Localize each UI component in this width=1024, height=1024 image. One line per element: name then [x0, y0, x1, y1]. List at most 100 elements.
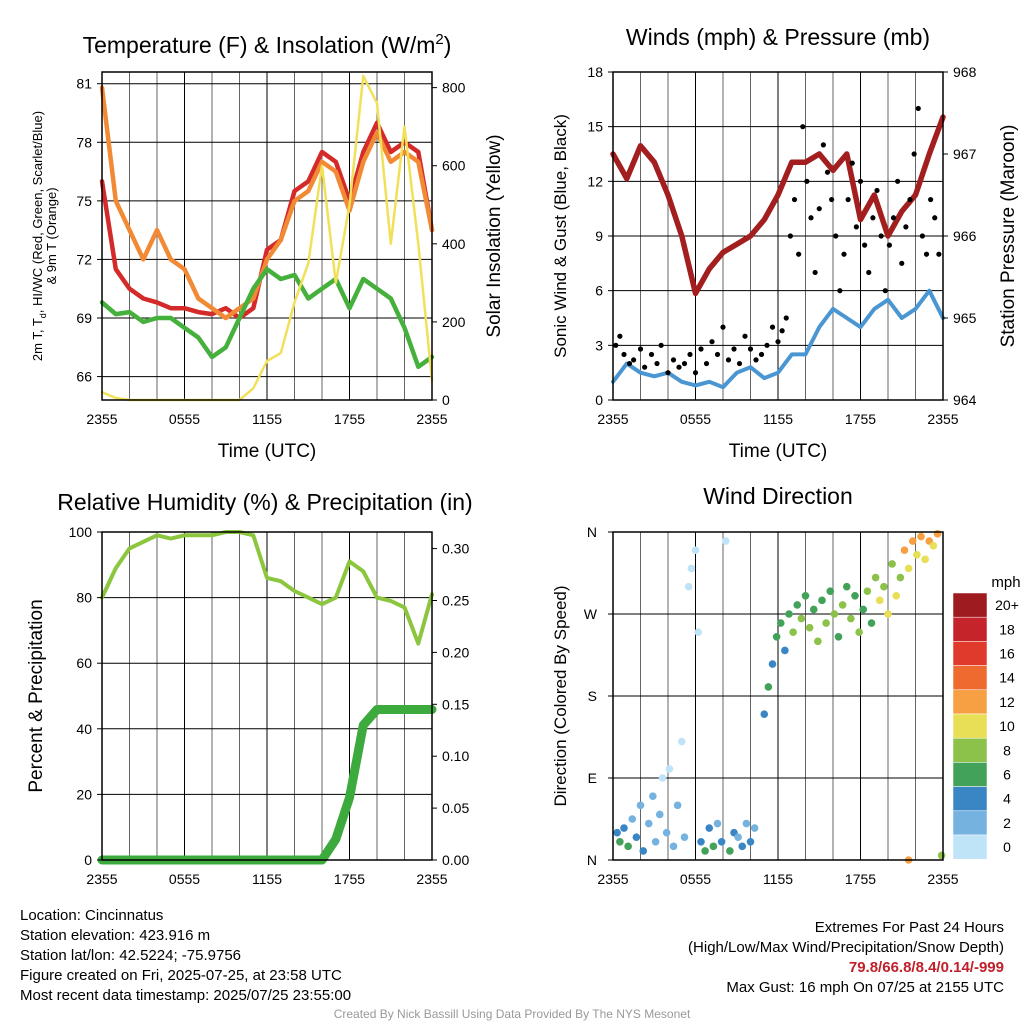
colorbar-swatch	[952, 616, 988, 642]
direction-point	[834, 632, 843, 641]
humidity-gridlines	[101, 531, 433, 861]
temperature-xlabel: Time (UTC)	[218, 441, 317, 462]
y2-tick-label: 0.25	[442, 593, 469, 609]
gust-point	[866, 269, 872, 276]
gust-point	[895, 178, 901, 184]
gust-point	[857, 178, 864, 184]
y2-tick-label: 0.00	[442, 852, 469, 868]
x-tick-label: 1755	[334, 871, 365, 887]
max-gust-text: Max Gust: 16 mph On 07/25 at 2155 UTC	[726, 979, 1004, 996]
direction-point	[908, 537, 917, 545]
direction-point	[851, 591, 859, 600]
direction-point	[772, 632, 781, 641]
x-tick-label: 1755	[845, 411, 876, 427]
gust-point	[617, 333, 623, 339]
gust-point	[928, 196, 934, 203]
direction-point	[632, 833, 641, 842]
colorbar-label: 12	[999, 694, 1015, 710]
direction-point	[649, 792, 657, 801]
humidity-title: Relative Humidity (%) & Precipitation (i…	[57, 489, 472, 515]
colorbar-swatch	[952, 713, 988, 739]
direction-point	[709, 842, 718, 851]
direction-point	[616, 837, 624, 846]
direction-point	[867, 619, 876, 627]
winds-tick-labels: 2355 0555 1155 1755 2355 0 3 6 9 12 15 18 964 965 966 9…	[587, 64, 976, 427]
gust-point	[758, 351, 765, 358]
direction-point	[904, 564, 913, 573]
y-tick-label: 78	[76, 134, 92, 150]
gust-point	[870, 215, 876, 221]
gust-point	[709, 339, 715, 345]
direction-point	[691, 546, 700, 555]
gust-point	[670, 357, 677, 363]
winds-gridlines	[612, 71, 944, 401]
direction-point	[697, 837, 705, 846]
direction-point	[805, 623, 814, 632]
direction-point	[734, 833, 742, 842]
direction-point	[847, 614, 855, 623]
pressure-ylabel: Station Pressure (Maroon)	[998, 125, 1019, 348]
created-text: Figure created on Fri, 2025-07-25, at 23…	[20, 967, 342, 984]
gust-point	[725, 357, 732, 363]
direction-point	[826, 587, 835, 596]
y-tick-label: 80	[76, 590, 92, 606]
colorbar-label: 10	[999, 718, 1015, 734]
x-tick-label: 1755	[334, 411, 365, 427]
direction-point	[764, 683, 773, 691]
gust-point	[882, 288, 888, 294]
gust-point	[800, 124, 806, 130]
gust-point	[820, 142, 826, 148]
latlon-text: Station lat/lon: 42.5224; -75.9756	[20, 947, 242, 964]
y-tick-label: 3	[595, 337, 603, 353]
colorbar-label: 4	[1003, 791, 1011, 807]
x-tick-label: 1155	[252, 871, 282, 887]
gust-point	[829, 196, 835, 203]
y2-tick-label: 967	[953, 146, 977, 162]
gust-point	[833, 233, 839, 239]
colorbar-swatch	[952, 786, 988, 812]
gust-point	[764, 342, 770, 348]
direction-point	[655, 810, 664, 819]
y-tick-label: 20	[76, 786, 92, 802]
series-line-2m-t	[99, 120, 435, 321]
gust-point	[703, 360, 710, 367]
gust-point	[714, 351, 721, 358]
direction-point	[705, 824, 714, 832]
direction-point	[717, 837, 726, 846]
direction-point	[644, 819, 653, 828]
colorbar-swatch	[952, 592, 988, 618]
humidity-tick-labels: 2355 0555 1155 1755 2355 0 20 40 60 80 100 0.00 0.05…	[69, 524, 470, 887]
gust-point	[687, 351, 693, 358]
x-tick-label: 0555	[169, 871, 200, 887]
direction-gridlines	[612, 531, 944, 861]
x-tick-label: 2355	[927, 411, 958, 427]
gust-point	[886, 242, 892, 248]
extremes-title: Extremes For Past 24 Hours	[814, 919, 1004, 936]
y-tick-label: 0	[84, 852, 92, 868]
colorbar-title: mph	[991, 574, 1020, 591]
gust-point	[665, 370, 671, 376]
direction-point	[776, 619, 785, 627]
gust-point	[837, 288, 843, 294]
humidity-panel: Relative Humidity (%) & Precipitation (i…	[26, 489, 473, 887]
temperature-panel: Temperature (F) & Insolation (W/m2) 2355…	[30, 31, 505, 462]
winds-ylabel: Sonic Wind & Gust (Blue, Black)	[551, 114, 570, 358]
direction-point	[929, 541, 938, 550]
direction-point	[789, 628, 797, 637]
direction-point	[801, 591, 810, 600]
y-tick-label: 18	[587, 64, 603, 80]
direction-point	[896, 573, 905, 582]
direction-point	[665, 765, 674, 773]
colorbar-swatch	[952, 641, 988, 666]
temperature-gridlines	[101, 72, 433, 400]
y-tick-label: 81	[76, 76, 92, 92]
insolation-ylabel: Solar Insolation (Yellow)	[484, 134, 505, 337]
gust-point	[747, 346, 754, 352]
x-tick-label: 2355	[416, 871, 447, 887]
direction-point	[738, 842, 747, 851]
series-line-9m-t	[99, 85, 435, 321]
elevation-text: Station elevation: 423.916 m	[20, 927, 211, 944]
direction-point	[613, 828, 621, 837]
y2-tick-label: 600	[442, 158, 466, 174]
